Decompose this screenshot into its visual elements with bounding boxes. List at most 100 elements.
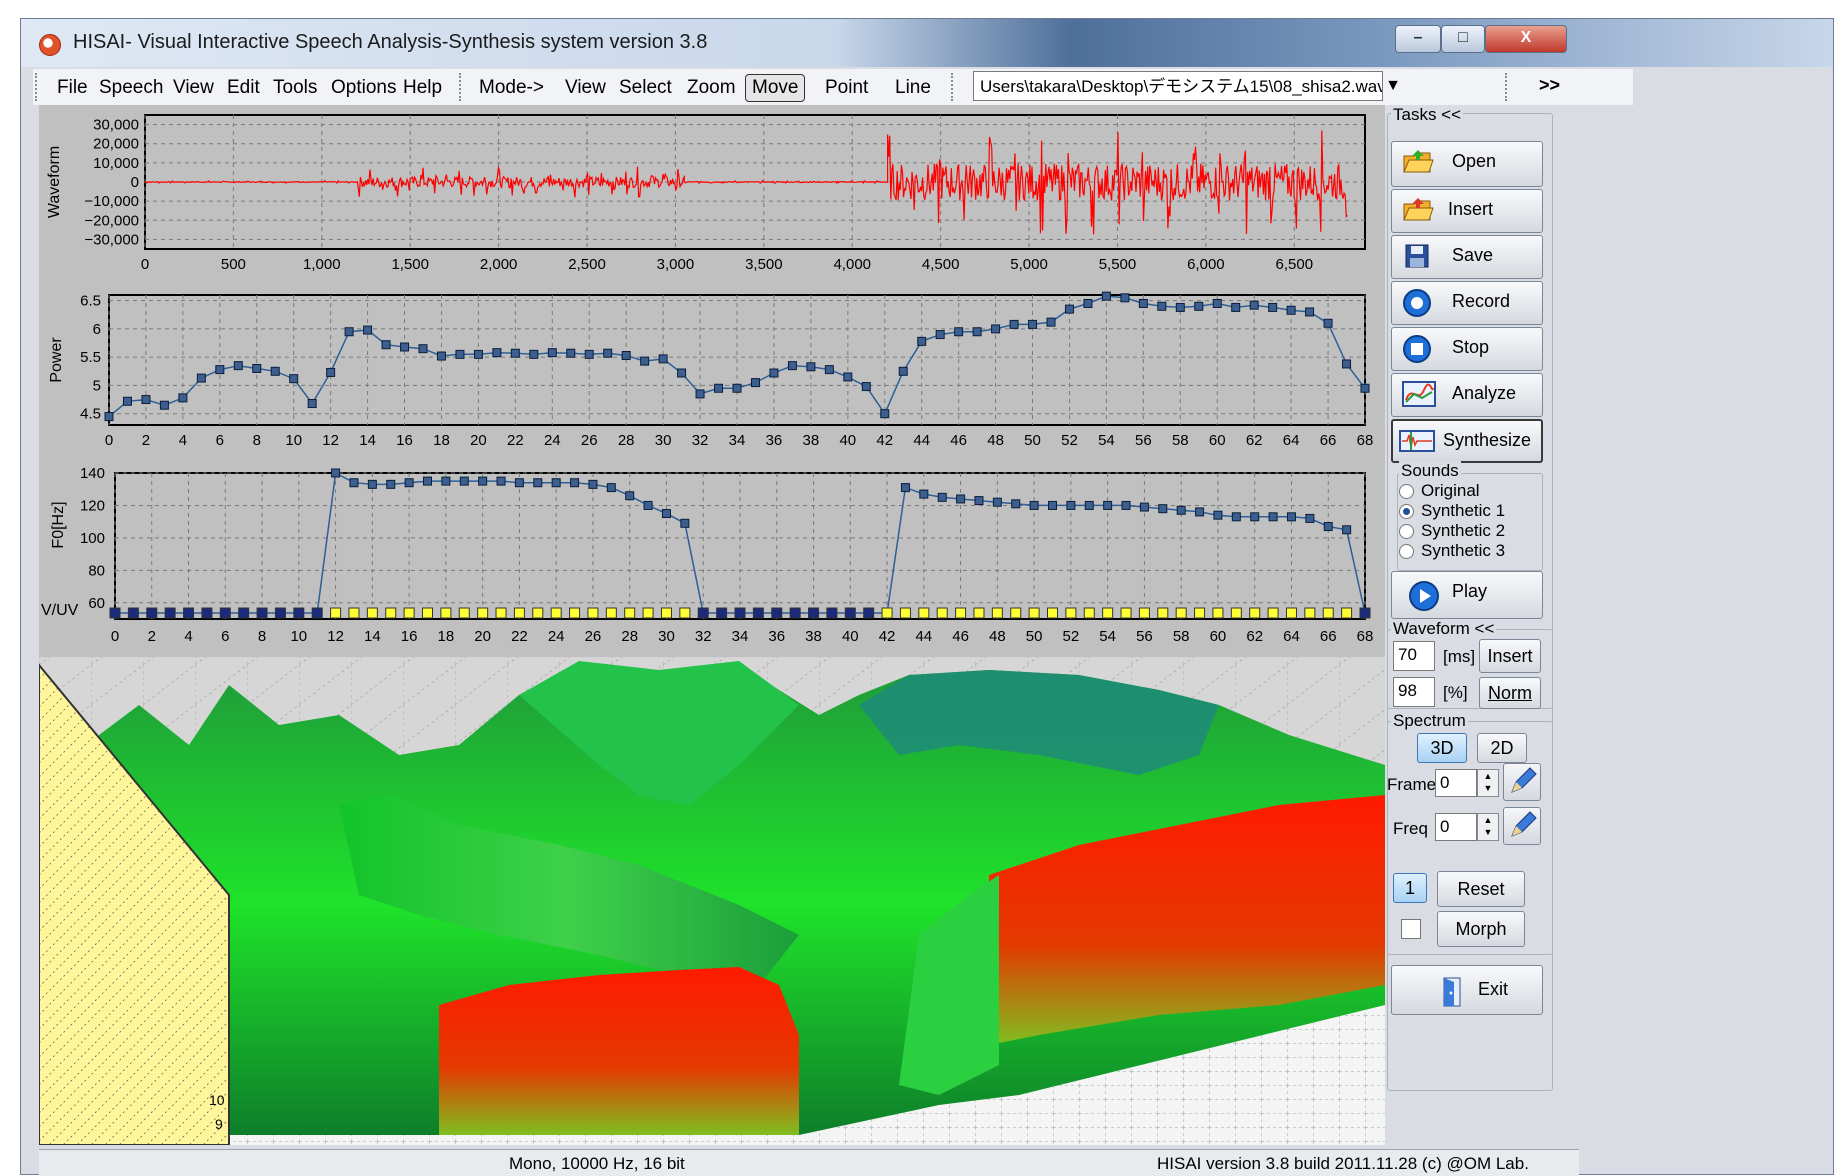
f0-point[interactable] bbox=[937, 492, 947, 502]
power-point[interactable] bbox=[141, 395, 151, 405]
radio-dot-selected[interactable] bbox=[1399, 504, 1414, 519]
mode-move-button[interactable]: Move bbox=[745, 74, 806, 102]
mode-point-button[interactable]: Point bbox=[825, 77, 869, 98]
power-point[interactable] bbox=[843, 372, 853, 382]
power-point[interactable] bbox=[1194, 301, 1204, 311]
waveform-insert-button[interactable]: Insert bbox=[1479, 639, 1541, 673]
power-point[interactable] bbox=[1360, 383, 1370, 393]
mode-zoom-button[interactable]: Zoom bbox=[687, 77, 736, 98]
radio-synthetic-3[interactable]: Synthetic 3 bbox=[1399, 541, 1549, 561]
power-point[interactable] bbox=[806, 362, 816, 372]
vuv-voiced-marker[interactable] bbox=[1120, 607, 1132, 619]
frame-pen-button[interactable] bbox=[1503, 763, 1541, 801]
f0-point[interactable] bbox=[441, 476, 451, 486]
vuv-voiced-marker[interactable] bbox=[1157, 607, 1169, 619]
power-point[interactable] bbox=[363, 325, 373, 335]
waveform-ms-input[interactable]: 70 bbox=[1393, 641, 1435, 671]
power-point[interactable] bbox=[529, 349, 539, 359]
f0-point[interactable] bbox=[919, 489, 929, 499]
power-point[interactable] bbox=[270, 366, 280, 376]
toolbar-overflow-button[interactable]: >> bbox=[1539, 75, 1561, 95]
f0-point[interactable] bbox=[367, 479, 377, 489]
power-point[interactable] bbox=[307, 399, 317, 409]
vuv-unvoiced-marker[interactable] bbox=[1359, 607, 1371, 619]
vuv-voiced-marker[interactable] bbox=[918, 607, 930, 619]
vuv-voiced-marker[interactable] bbox=[366, 607, 378, 619]
power-point[interactable] bbox=[1046, 317, 1056, 327]
power-point[interactable] bbox=[1083, 298, 1093, 308]
power-point[interactable] bbox=[621, 350, 631, 360]
vuv-voiced-marker[interactable] bbox=[1138, 607, 1150, 619]
power-point[interactable] bbox=[787, 361, 797, 371]
radio-original[interactable]: Original bbox=[1399, 481, 1549, 501]
vuv-voiced-marker[interactable] bbox=[1285, 607, 1297, 619]
synthesize-button[interactable]: Synthesize bbox=[1391, 419, 1543, 463]
power-point[interactable] bbox=[1249, 300, 1259, 310]
exit-button[interactable]: Exit bbox=[1391, 965, 1543, 1015]
stop-button[interactable]: Stop bbox=[1391, 327, 1543, 371]
f0-point[interactable] bbox=[1066, 500, 1076, 510]
vuv-unvoiced-marker[interactable] bbox=[183, 607, 195, 619]
power-point[interactable] bbox=[215, 365, 225, 375]
power-point[interactable] bbox=[196, 373, 206, 383]
f0-point[interactable] bbox=[1342, 525, 1352, 535]
power-point[interactable] bbox=[400, 342, 410, 352]
f0-point[interactable] bbox=[533, 478, 543, 488]
app-icon[interactable] bbox=[39, 34, 61, 56]
f0-point[interactable] bbox=[606, 483, 616, 493]
plots-canvas[interactable]: 0 500 1,000 1,500 2,000 2,500 3,000 3,500 4,000 4… bbox=[39, 105, 1385, 1145]
vuv-voiced-marker[interactable] bbox=[679, 607, 691, 619]
f0-point[interactable] bbox=[1231, 512, 1241, 522]
power-point[interactable] bbox=[1157, 301, 1167, 311]
power-point[interactable] bbox=[566, 348, 576, 358]
vuv-voiced-marker[interactable] bbox=[899, 607, 911, 619]
vuv-voiced-marker[interactable] bbox=[1212, 607, 1224, 619]
f0-point[interactable] bbox=[1103, 500, 1113, 510]
radio-dot[interactable] bbox=[1399, 544, 1414, 559]
vuv-voiced-marker[interactable] bbox=[1304, 607, 1316, 619]
power-point[interactable] bbox=[289, 374, 299, 384]
norm-button[interactable]: Norm bbox=[1479, 677, 1541, 709]
menu-file[interactable]: File bbox=[57, 77, 88, 98]
power-point[interactable] bbox=[381, 340, 391, 350]
vuv-voiced-marker[interactable] bbox=[936, 607, 948, 619]
f0-point[interactable] bbox=[404, 478, 414, 488]
vuv-voiced-marker[interactable] bbox=[605, 607, 617, 619]
f0-point[interactable] bbox=[1195, 507, 1205, 517]
power-point[interactable] bbox=[344, 327, 354, 337]
menu-speech[interactable]: Speech bbox=[99, 77, 164, 98]
power-point[interactable] bbox=[1064, 304, 1074, 314]
mode-view-button[interactable]: View bbox=[565, 77, 606, 98]
f0-point[interactable] bbox=[459, 476, 469, 486]
f0-point[interactable] bbox=[1286, 512, 1296, 522]
power-point[interactable] bbox=[1342, 359, 1352, 369]
f0-point[interactable] bbox=[423, 476, 432, 486]
power-point[interactable] bbox=[1286, 305, 1296, 315]
vuv-voiced-marker[interactable] bbox=[348, 607, 360, 619]
f0-point[interactable] bbox=[992, 497, 1002, 507]
f0-point[interactable] bbox=[331, 468, 341, 478]
vuv-voiced-marker[interactable] bbox=[569, 607, 581, 619]
vuv-voiced-marker[interactable] bbox=[991, 607, 1003, 619]
freq-pen-button[interactable] bbox=[1503, 807, 1541, 845]
power-plot[interactable]: 0 2 4 6 8 10 12 14 16 18 20 22 24 26 28 30 32 34 36 38 40 42 4… bbox=[48, 291, 1373, 449]
vuv-voiced-marker[interactable] bbox=[477, 607, 489, 619]
power-point[interactable] bbox=[695, 389, 705, 399]
vuv-voiced-marker[interactable] bbox=[1047, 607, 1058, 619]
frame-input[interactable]: 0 bbox=[1435, 769, 1477, 797]
vuv-voiced-marker[interactable] bbox=[330, 607, 342, 619]
vuv-voiced-marker[interactable] bbox=[403, 607, 415, 619]
vuv-voiced-marker[interactable] bbox=[495, 607, 507, 619]
vuv-unvoiced-marker[interactable] bbox=[293, 607, 305, 619]
power-point[interactable] bbox=[769, 368, 779, 378]
vuv-voiced-marker[interactable] bbox=[1083, 607, 1095, 619]
radio-dot[interactable] bbox=[1399, 484, 1414, 499]
vuv-voiced-marker[interactable] bbox=[532, 607, 544, 619]
power-point[interactable] bbox=[861, 382, 871, 392]
f0-point[interactable] bbox=[956, 494, 966, 504]
power-point[interactable] bbox=[935, 330, 945, 340]
f0-point[interactable] bbox=[514, 478, 524, 488]
toolbar-grip[interactable] bbox=[951, 73, 956, 101]
vuv-voiced-marker[interactable] bbox=[422, 607, 433, 619]
power-point[interactable] bbox=[658, 354, 668, 364]
